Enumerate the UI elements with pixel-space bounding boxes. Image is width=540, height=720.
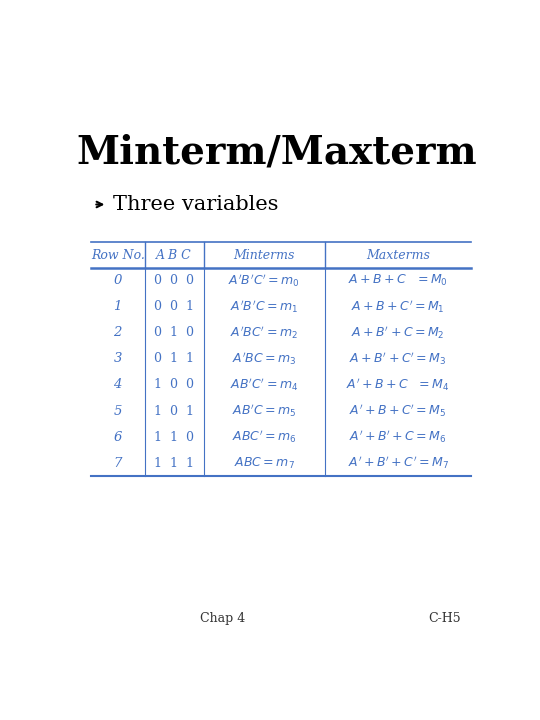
Text: 1  1  1: 1 1 1: [154, 456, 194, 469]
Text: $A'BC' = m_2$: $A'BC' = m_2$: [230, 325, 298, 341]
Text: $A' + B + C\ \;\, = M_4$: $A' + B + C\ \;\, = M_4$: [347, 377, 450, 393]
Text: Minterms: Minterms: [233, 249, 295, 262]
Text: 0  0  1: 0 0 1: [154, 300, 194, 313]
Text: $AB'C = m_5$: $AB'C = m_5$: [232, 402, 296, 419]
Text: 7: 7: [113, 456, 122, 469]
Text: $A' + B' + C' = M_7$: $A' + B' + C' = M_7$: [348, 455, 449, 472]
Text: 1  0  1: 1 0 1: [154, 405, 194, 418]
Text: A B C: A B C: [157, 249, 192, 262]
Text: $A'B'C = m_1$: $A'B'C = m_1$: [230, 299, 298, 315]
Text: 3: 3: [113, 352, 122, 365]
Text: 1: 1: [113, 300, 122, 313]
Text: $A + B + C\ \;\, = M_0$: $A + B + C\ \;\, = M_0$: [348, 273, 448, 288]
Text: $A + B' + C = M_2$: $A + B' + C = M_2$: [352, 325, 445, 341]
Text: 0  1  1: 0 1 1: [154, 352, 194, 365]
Text: 2: 2: [113, 326, 122, 339]
Text: $ABC' = m_6$: $ABC' = m_6$: [232, 428, 296, 446]
Text: $ABC = m_7$: $ABC = m_7$: [234, 456, 295, 471]
Text: Three variables: Three variables: [113, 195, 278, 214]
Text: C-H5: C-H5: [428, 612, 461, 625]
Text: $A'B'C' = m_0$: $A'B'C' = m_0$: [228, 272, 300, 289]
Text: Maxterms: Maxterms: [366, 249, 430, 262]
Text: Minterm/Maxterm: Minterm/Maxterm: [77, 134, 477, 172]
Text: 1  1  0: 1 1 0: [154, 431, 194, 444]
Text: $A + B' + C' = M_3$: $A + B' + C' = M_3$: [349, 351, 447, 367]
Text: 6: 6: [113, 431, 122, 444]
Text: $A' + B' + C = M_6$: $A' + B' + C = M_6$: [349, 428, 447, 446]
Text: 4: 4: [113, 379, 122, 392]
Text: $A'BC = m_3$: $A'BC = m_3$: [232, 351, 296, 367]
Text: $A + B + C' = M_1$: $A + B + C' = M_1$: [352, 299, 445, 315]
Text: 1  0  0: 1 0 0: [154, 379, 194, 392]
Text: Row No.: Row No.: [91, 249, 145, 262]
Text: $AB'C' = m_4$: $AB'C' = m_4$: [230, 377, 298, 393]
Text: 5: 5: [113, 405, 122, 418]
Text: 0  0  0: 0 0 0: [154, 274, 194, 287]
Text: 0  1  0: 0 1 0: [154, 326, 194, 339]
Text: Chap 4: Chap 4: [200, 612, 245, 625]
Text: 0: 0: [113, 274, 122, 287]
Text: $A' + B + C' = M_5$: $A' + B + C' = M_5$: [349, 402, 447, 419]
